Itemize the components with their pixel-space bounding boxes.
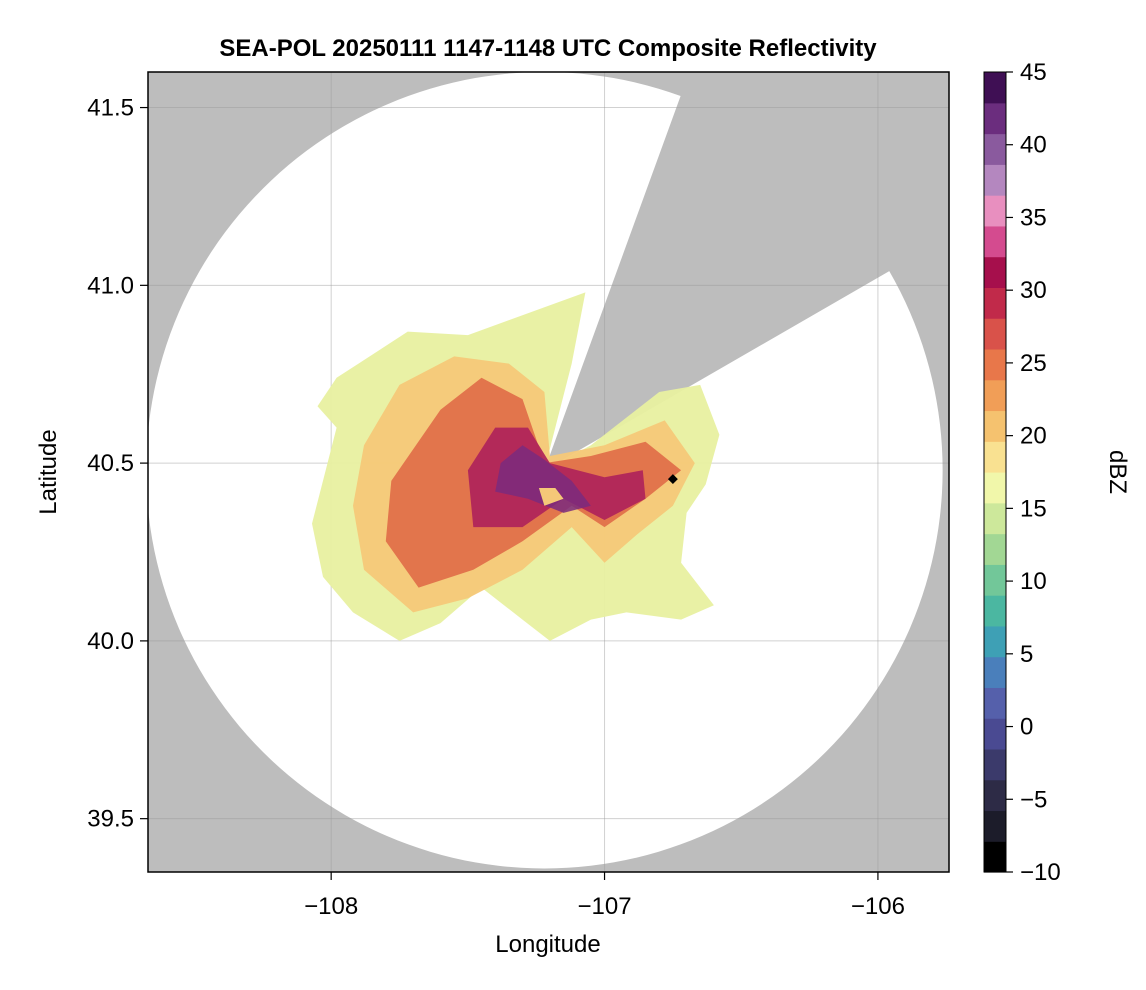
x-tick-label: −107 bbox=[578, 893, 632, 920]
colorbar-segment bbox=[984, 779, 1006, 812]
colorbar-segment bbox=[984, 195, 1006, 227]
colorbar-tick-label: 10 bbox=[1020, 568, 1047, 595]
colorbar-segment bbox=[984, 595, 1006, 627]
x-axis: −108 −107 −106 bbox=[304, 872, 905, 920]
y-tick-label: 40.5 bbox=[87, 450, 134, 477]
colorbar-segment bbox=[984, 472, 1006, 504]
colorbar-segment bbox=[984, 348, 1006, 381]
colorbar-tick-label: 15 bbox=[1020, 495, 1047, 522]
x-axis-label: Longitude bbox=[495, 931, 600, 958]
colorbar-segment bbox=[984, 256, 1006, 288]
site-marker bbox=[667, 474, 678, 485]
plot-frame bbox=[147, 71, 950, 873]
colorbar-segment bbox=[984, 72, 1006, 104]
colorbar-segment bbox=[984, 410, 1006, 442]
colorbar-tick-label: 20 bbox=[1020, 423, 1047, 450]
colorbar-segment bbox=[984, 318, 1006, 350]
colorbar-tick-label: 0 bbox=[1020, 714, 1033, 741]
echo-clutter bbox=[538, 488, 564, 506]
colorbar-segment bbox=[984, 441, 1006, 473]
x-tick-label: −106 bbox=[851, 893, 905, 920]
y-tick-label: 40.0 bbox=[87, 628, 134, 655]
colorbar-segment bbox=[984, 656, 1006, 688]
colorbar-tick-label: 5 bbox=[1020, 641, 1033, 668]
colorbar-tick-label: 25 bbox=[1020, 350, 1047, 377]
x-tick-label: −108 bbox=[304, 893, 358, 920]
colorbar-segment bbox=[984, 102, 1006, 135]
colorbar-frame bbox=[983, 71, 1007, 873]
y-tick-label: 39.5 bbox=[87, 806, 134, 833]
colorbar-segment bbox=[984, 625, 1006, 658]
colorbar: −10 −5 0 5 10 15 20 25 30 35 40 45 bbox=[983, 59, 1061, 886]
colorbar-segment bbox=[984, 748, 1006, 781]
chart-title: SEA-POL 20250111 1147-1148 UTC Composite… bbox=[219, 35, 877, 62]
colorbar-tick-label: 45 bbox=[1020, 59, 1047, 86]
colorbar-segment bbox=[984, 687, 1006, 719]
colorbar-segment bbox=[984, 718, 1006, 750]
colorbar-tick-label: 35 bbox=[1020, 204, 1047, 231]
colorbar-segment bbox=[984, 564, 1006, 596]
colorbar-segment bbox=[984, 841, 1006, 873]
colorbar-segment bbox=[984, 533, 1006, 565]
colorbar-segment bbox=[984, 810, 1006, 842]
colorbar-tick-label: −5 bbox=[1020, 786, 1047, 813]
colorbar-segment bbox=[984, 225, 1006, 258]
colorbar-tick-label: 30 bbox=[1020, 277, 1047, 304]
colorbar-segment bbox=[984, 379, 1006, 412]
colorbar-tick-label: −10 bbox=[1020, 859, 1061, 886]
y-axis: 39.5 40.0 40.5 41.0 41.5 bbox=[87, 95, 148, 833]
colorbar-segment bbox=[984, 502, 1006, 535]
colorbar-segment bbox=[984, 133, 1006, 165]
plot-area bbox=[148, 72, 949, 872]
colorbar-label: dBZ bbox=[1104, 450, 1131, 494]
colorbar-segment bbox=[984, 164, 1006, 196]
colorbar-tick-label: 40 bbox=[1020, 132, 1047, 159]
echo-core bbox=[495, 445, 591, 513]
y-tick-label: 41.0 bbox=[87, 272, 134, 299]
reflectivity-echoes bbox=[312, 292, 720, 641]
y-axis-label: Latitude bbox=[35, 429, 62, 514]
colorbar-segment bbox=[984, 287, 1006, 319]
y-tick-label: 41.5 bbox=[87, 95, 134, 122]
